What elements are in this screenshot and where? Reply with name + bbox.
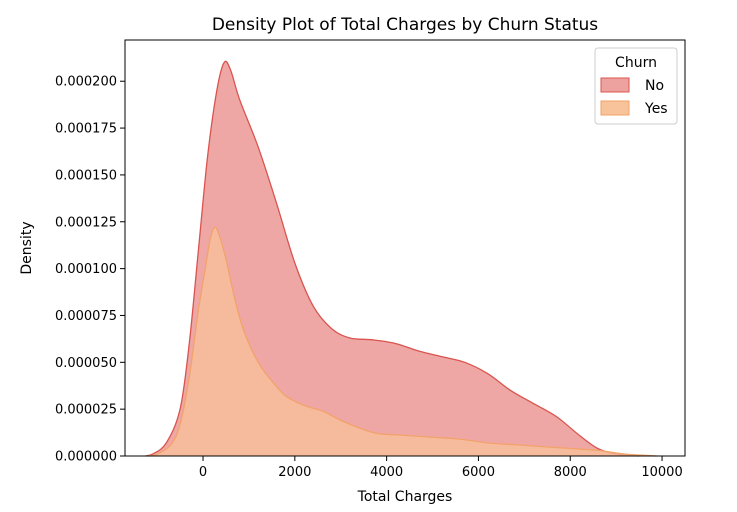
density-line-no xyxy=(145,60,640,457)
y-tick-label: 0.000150 xyxy=(55,168,117,183)
y-tick-label: 0.000175 xyxy=(55,122,117,137)
legend-swatch-no xyxy=(600,77,630,93)
y-tick-label: 0.000075 xyxy=(55,309,117,324)
density-area-no xyxy=(145,61,640,457)
y-axis-label: Density xyxy=(19,221,35,274)
density-areas xyxy=(145,60,658,457)
y-axis: 0.000000 0.000025 0.000050 0.000075 0.000100… xyxy=(55,75,125,465)
x-tick-label: 4000 xyxy=(370,465,403,480)
density-area-yes xyxy=(147,227,658,456)
x-axis-label: Total Charges xyxy=(357,489,453,505)
y-tick-label: 0.000100 xyxy=(55,262,117,277)
y-tick-label: 0.000125 xyxy=(55,215,117,230)
legend: Churn No Yes xyxy=(594,47,678,125)
y-tick-label: 0.000050 xyxy=(55,356,117,371)
x-tick-label: 0 xyxy=(199,465,207,480)
y-tick-label: 0.000200 xyxy=(55,75,117,90)
x-tick-label: 6000 xyxy=(462,465,495,480)
legend-title: Churn xyxy=(615,55,657,71)
plot-frame xyxy=(124,39,686,457)
x-tick-label: 2000 xyxy=(278,465,311,480)
y-tick-label: 0.000025 xyxy=(55,403,117,418)
x-axis: 0 2000 4000 6000 8000 10000 xyxy=(199,456,683,480)
legend-swatch-yes xyxy=(600,100,630,116)
chart-title: Density Plot of Total Charges by Churn S… xyxy=(212,15,598,35)
density-line-yes xyxy=(147,226,658,457)
legend-label-no: No xyxy=(645,78,664,94)
y-tick-label: 0.000000 xyxy=(55,450,117,465)
x-tick-label: 8000 xyxy=(554,465,587,480)
x-tick-label: 10000 xyxy=(641,465,682,480)
legend-label-yes: Yes xyxy=(644,101,668,117)
